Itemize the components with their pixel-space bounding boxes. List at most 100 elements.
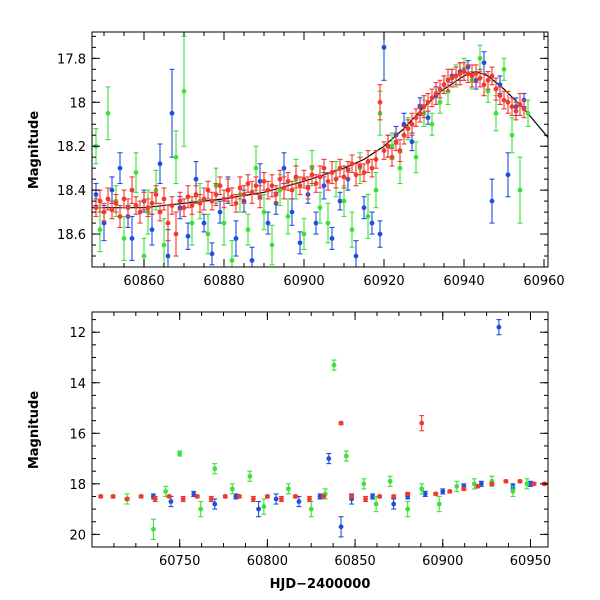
- top-red-point: [421, 104, 427, 110]
- top-blue-point: [481, 60, 487, 66]
- bottom-green-point: [308, 506, 314, 512]
- bottom-panel: 60750 60800 60850 60900 60950 12 14 16 18 20 Magn…: [27, 311, 551, 592]
- bottom-blue-point: [422, 491, 428, 497]
- top-series-red: [93, 62, 527, 257]
- top-y-tick-label: 17.8: [57, 52, 86, 67]
- top-green-point: [509, 132, 515, 138]
- bottom-y-tick-label: 18: [69, 478, 86, 493]
- top-red-point: [277, 176, 283, 182]
- top-red-point: [409, 121, 415, 127]
- top-red-point: [301, 176, 307, 182]
- bottom-series-green: [124, 359, 530, 540]
- top-red-point: [237, 185, 243, 191]
- top-red-point: [465, 71, 471, 77]
- top-green-point: [429, 121, 435, 127]
- bottom-red-point: [194, 494, 200, 499]
- top-red-point: [501, 97, 507, 103]
- top-blue-point: [321, 183, 327, 189]
- top-red-point: [473, 71, 479, 77]
- top-blue-point: [193, 176, 199, 182]
- top-red-point: [517, 102, 523, 107]
- bottom-red-point: [236, 494, 242, 499]
- top-model-curve: [92, 70, 548, 209]
- top-blue-point: [233, 236, 239, 241]
- top-red-point: [325, 178, 331, 184]
- top-green-point: [269, 242, 275, 248]
- top-red-point: [249, 189, 255, 195]
- bottom-red-point: [349, 494, 354, 499]
- bottom-green-point: [405, 506, 411, 512]
- bottom-blue-point: [273, 496, 279, 502]
- top-blue-point: [129, 236, 135, 241]
- top-red-point: [177, 198, 183, 204]
- bottom-axes: 60750 60800 60850 60900 60950 12 14 16 18 20: [69, 312, 551, 569]
- top-green-point: [501, 66, 507, 72]
- top-y-tick-label: 18.4: [57, 184, 86, 199]
- bottom-red-point: [98, 494, 104, 499]
- top-blue-point: [281, 165, 287, 171]
- top-red-point: [117, 214, 123, 219]
- top-blue-point: [165, 253, 171, 259]
- bottom-red-point: [419, 420, 425, 426]
- top-green-point: [229, 258, 235, 263]
- top-red-point: [497, 93, 503, 99]
- bottom-red-point: [222, 494, 228, 499]
- top-red-point: [373, 156, 379, 162]
- bottom-green-point: [229, 486, 235, 492]
- top-y-axis-label: Magnitude: [27, 111, 42, 190]
- bottom-red-point: [208, 496, 214, 502]
- top-red-point: [265, 187, 271, 193]
- top-red-point: [157, 209, 163, 215]
- top-red-point: [213, 192, 219, 197]
- bottom-green-point: [510, 489, 516, 494]
- bottom-red-point: [461, 486, 467, 492]
- top-red-point: [225, 187, 231, 193]
- top-red-point: [185, 194, 191, 200]
- top-green-point: [341, 198, 347, 204]
- top-red-point: [341, 174, 347, 180]
- top-red-point: [357, 163, 363, 169]
- bottom-green-point: [150, 526, 156, 532]
- top-red-point: [333, 176, 339, 182]
- top-blue-point: [313, 220, 319, 226]
- bottom-red-point: [152, 496, 158, 502]
- bottom-green-point: [524, 481, 530, 487]
- top-blue-point: [329, 236, 335, 241]
- bottom-y-axis-label: Magnitude: [27, 391, 42, 470]
- top-red-point: [269, 183, 275, 189]
- top-red-point: [505, 99, 511, 105]
- top-red-point: [105, 196, 111, 202]
- top-blue-point: [505, 172, 511, 178]
- top-red-point: [433, 91, 439, 96]
- top-red-point: [485, 77, 491, 83]
- top-red-point: [245, 181, 251, 186]
- top-red-point: [365, 159, 371, 164]
- top-blue-point: [169, 110, 175, 116]
- bottom-green-point: [247, 473, 253, 479]
- top-panel: 60860 60880 60900 60920 60940 60960 17.8 18 18.2…: [27, 31, 565, 289]
- top-blue-point: [337, 198, 343, 204]
- top-x-tick-label: 60860: [123, 274, 164, 289]
- top-green-point: [365, 214, 371, 219]
- top-green-point: [285, 214, 291, 219]
- top-red-point: [453, 73, 459, 79]
- top-red-point: [305, 185, 311, 191]
- top-green-point: [261, 209, 267, 215]
- top-green-point: [373, 187, 379, 193]
- top-red-point: [201, 196, 207, 202]
- bottom-blue-point: [296, 499, 302, 504]
- top-red-point: [217, 183, 223, 189]
- bottom-blue-point: [370, 494, 376, 499]
- top-green-point: [437, 99, 443, 105]
- top-green-point: [517, 187, 523, 193]
- top-red-point: [481, 82, 487, 88]
- bottom-red-point: [138, 494, 144, 499]
- bottom-green-point: [419, 486, 425, 492]
- top-red-point: [165, 220, 171, 226]
- top-red-point: [221, 196, 227, 202]
- top-red-point: [349, 161, 355, 167]
- top-red-point: [181, 205, 187, 211]
- top-red-point: [413, 115, 419, 121]
- top-red-point: [129, 187, 135, 193]
- top-red-point: [385, 143, 391, 149]
